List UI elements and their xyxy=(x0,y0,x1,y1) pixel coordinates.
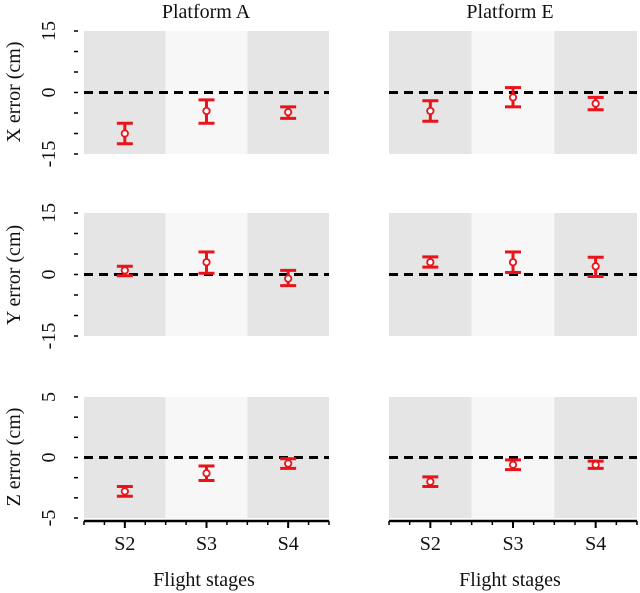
errorbar-z-a-s3 xyxy=(198,464,215,482)
errorbar-mean-point xyxy=(120,129,129,138)
x-tick-label-e-s3: S3 xyxy=(502,533,523,555)
errorbar-mean-point xyxy=(284,274,293,283)
errorbar-mean-point xyxy=(202,469,211,478)
x-tick-label-e-s4: S4 xyxy=(585,533,606,555)
errorbar-mean-point xyxy=(202,258,211,267)
errorbar-y-e-s2 xyxy=(422,255,439,269)
y-tick-label-x-1: 0 xyxy=(38,88,60,98)
errorbar-z-e-s2 xyxy=(422,475,439,489)
errorbar-y-e-s3 xyxy=(505,250,521,274)
errorbar-mean-point xyxy=(284,108,293,117)
x-tick-label-a-s2: S2 xyxy=(114,533,135,555)
row-ylabel-y: Y error (cm) xyxy=(3,225,25,325)
y-tick-label-x-0: 15 xyxy=(38,21,60,41)
x-tick-label-a-s3: S3 xyxy=(196,533,217,555)
band-z-e-s4 xyxy=(554,397,637,518)
y-tick-label-y-2: -15 xyxy=(38,323,60,350)
errorbar-z-e-s4 xyxy=(587,459,604,470)
x-axis-label-platform-e: Flight stages xyxy=(459,569,561,591)
column-title-platform-e: Platform E xyxy=(466,1,553,23)
errorbar-x-e-s4 xyxy=(587,95,604,112)
errorbar-y-a-s4 xyxy=(280,268,297,288)
errorbar-mean-point xyxy=(426,477,435,486)
errorbar-mean-point xyxy=(284,459,293,468)
column-title-platform-a: Platform A xyxy=(162,1,251,23)
row-ylabel-z: Z error (cm) xyxy=(3,408,25,507)
errorbar-mean-point xyxy=(591,99,600,108)
errorbar-mean-point xyxy=(591,460,600,469)
band-x-e-s2 xyxy=(389,31,472,154)
y-tick-label-z-0: 5 xyxy=(38,392,60,402)
row-ylabel-x: X error (cm) xyxy=(3,41,25,142)
x-axis-label-platform-a: Flight stages xyxy=(153,569,255,591)
errorbar-x-a-s2 xyxy=(116,121,133,146)
band-z-a-s2 xyxy=(84,397,166,518)
x-tick-label-a-s4: S4 xyxy=(278,533,299,555)
y-tick-label-x-2: -15 xyxy=(38,141,60,168)
errorbar-y-a-s2 xyxy=(116,264,133,278)
band-y-e-s2 xyxy=(389,213,472,336)
errorbar-y-e-s4 xyxy=(587,255,604,279)
y-tick-label-y-1: 0 xyxy=(38,270,60,280)
errorbar-x-a-s4 xyxy=(280,105,297,120)
y-tick-label-y-0: 15 xyxy=(38,203,60,223)
errorbar-mean-point xyxy=(120,487,129,496)
x-tick-label-e-s2: S2 xyxy=(420,533,441,555)
y-tick-label-z-2: -5 xyxy=(38,510,60,527)
errorbar-y-a-s3 xyxy=(198,250,215,275)
errorbar-z-a-s2 xyxy=(116,485,133,498)
errorbar-x-e-s2 xyxy=(422,99,439,123)
errorbar-mean-point xyxy=(508,258,518,267)
errorbar-x-a-s3 xyxy=(198,98,215,125)
band-z-e-s2 xyxy=(389,397,472,518)
errorbar-x-e-s3 xyxy=(505,86,521,109)
errorbar-mean-point xyxy=(508,93,518,102)
errorbar-z-e-s3 xyxy=(505,458,521,472)
panels-layer: 15 0 -15 15 0 -15 5 0 -5 S2 S3 S4 S2 S3 S4 xyxy=(38,21,638,555)
errorbar-mean-point xyxy=(426,258,435,267)
errorbar-mean-point xyxy=(120,266,129,275)
errorbar-mean-point xyxy=(426,106,435,116)
errorbar-mean-point xyxy=(202,106,211,116)
band-x-e-s4 xyxy=(554,31,637,154)
y-tick-label-z-1: 0 xyxy=(38,453,60,463)
errorbar-mean-point xyxy=(591,262,600,271)
errorbar-z-a-s4 xyxy=(280,457,297,470)
errorbar-mean-point xyxy=(508,460,518,469)
